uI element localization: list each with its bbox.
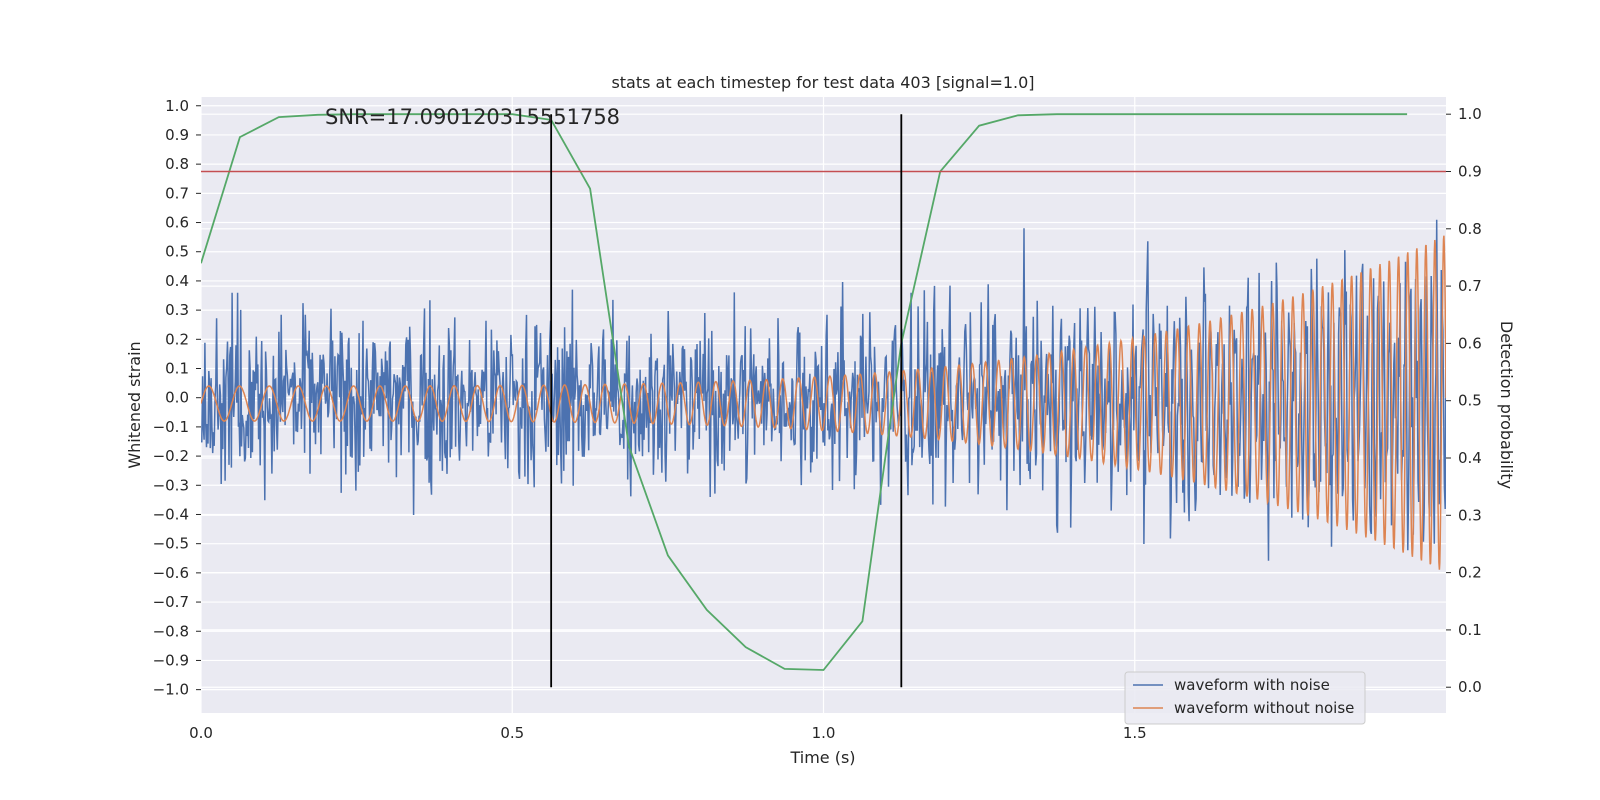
y-left-tick-label: −0.5 — [153, 535, 189, 553]
line-detection-probability — [201, 113, 1408, 671]
y-left-tick-label: 0.5 — [165, 243, 189, 261]
y-left-tick-label: −0.1 — [153, 418, 189, 436]
y-right-tick-label: 0.1 — [1458, 621, 1482, 639]
y-right-tick-label: 0.0 — [1458, 678, 1482, 696]
x-tick-label: 1.5 — [1123, 724, 1147, 742]
y-left-tick-label: 0.0 — [165, 389, 189, 407]
legend-label-noisy: waveform with noise — [1174, 676, 1330, 694]
y-right-tick-label: 0.7 — [1458, 277, 1482, 295]
y-left-tick-label: −0.6 — [153, 564, 189, 582]
y-left-tick-label: −1.0 — [153, 681, 189, 699]
y-left-tick-label: 0.9 — [165, 126, 189, 144]
y-right-tick-label: 0.6 — [1458, 334, 1482, 352]
y-right-axis-label: Detection probability — [1497, 321, 1516, 489]
y-left-tick-label: −0.4 — [153, 505, 189, 523]
series-detection-probability — [201, 113, 1408, 671]
y-right-tick-label: 0.2 — [1458, 564, 1482, 582]
y-left-tick-label: 1.0 — [165, 97, 189, 115]
y-right-tick-label: 1.0 — [1458, 105, 1482, 123]
legend-label-clean: waveform without noise — [1174, 699, 1354, 717]
y-left-tick-label: −0.7 — [153, 593, 189, 611]
y-right-tick-label: 0.9 — [1458, 162, 1482, 180]
x-tick-labels: 0.0 0.5 1.0 1.5 — [189, 724, 1147, 742]
x-tick-label: 1.0 — [812, 724, 836, 742]
legend-box — [1124, 671, 1366, 725]
y-left-tick-label: −0.8 — [153, 622, 189, 640]
snr-annotation: SNR=17.090120315551758 — [325, 105, 620, 129]
y-left-tick-label: −0.9 — [153, 651, 189, 669]
y-left-tick-label: 0.2 — [165, 330, 189, 348]
line-waveform-without-noise — [201, 235, 1446, 570]
y-left-tick-label: 0.1 — [165, 360, 189, 378]
y-left-axis-label: Whitened strain — [125, 341, 144, 468]
y-left-tick-label: −0.3 — [153, 476, 189, 494]
chart-title: stats at each timestep for test data 403… — [611, 73, 1034, 92]
y-right-tick-label: 0.8 — [1458, 220, 1482, 238]
y-right-tick-label: 0.4 — [1458, 449, 1482, 467]
y-right-tick-label: 0.5 — [1458, 392, 1482, 410]
y-left-tick-label: 0.6 — [165, 214, 189, 232]
y-left-tick-label: 0.8 — [165, 155, 189, 173]
legend: waveform with noise waveform without noi… — [1124, 671, 1366, 725]
x-tick-label: 0.5 — [500, 724, 524, 742]
y-right-tick-label: 0.3 — [1458, 506, 1482, 524]
y-left-tick-label: 0.3 — [165, 301, 189, 319]
y-left-tick-label: 0.7 — [165, 184, 189, 202]
y-right-tick-labels: 1.0 0.9 0.8 0.7 0.6 0.5 0.4 0.3 0.2 0.1 0.0 — [1446, 105, 1482, 696]
x-axis-label: Time (s) — [789, 748, 855, 767]
y-left-tick-label: −0.2 — [153, 447, 189, 465]
x-tick-label: 0.0 — [189, 724, 213, 742]
y-left-tick-labels: 1.0 0.9 0.8 0.7 0.6 0.5 0.4 0.3 0.2 0.1 0.0 −0.1 −0.… — [153, 97, 201, 699]
reference-lines — [201, 114, 1446, 688]
y-left-tick-label: 0.4 — [165, 272, 189, 290]
series-waveform-without-noise — [201, 235, 1446, 570]
